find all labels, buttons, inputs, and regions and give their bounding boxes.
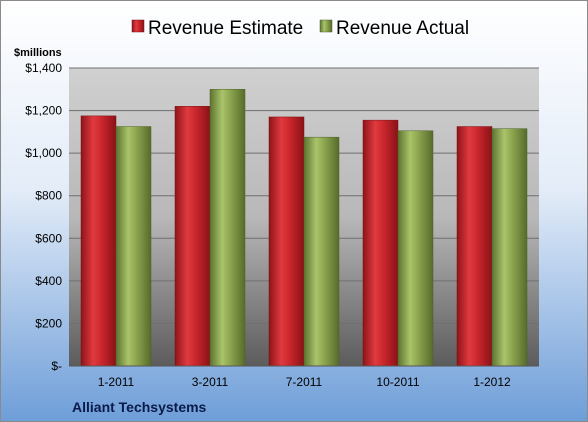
x-tick-label: 1-2012 xyxy=(473,375,511,389)
x-axis-ticks: 1-2011 3-2011 7-2011 10-2011 1-2012 xyxy=(98,375,511,389)
legend-swatch-actual xyxy=(319,19,333,33)
legend-label-estimate: Revenue Estimate xyxy=(148,18,303,39)
x-tick-label: 3-2011 xyxy=(192,375,229,389)
y-tick-label: $200 xyxy=(35,316,62,330)
y-axis-unit-label: $millions xyxy=(14,47,62,59)
legend-swatch-estimate xyxy=(131,19,145,33)
x-tick-label: 7-2011 xyxy=(286,375,323,389)
legend-label-actual: Revenue Actual xyxy=(336,18,469,39)
bar-actual xyxy=(303,136,340,367)
x-tick-label: 10-2011 xyxy=(376,375,419,389)
bar-estimate xyxy=(268,116,305,367)
bar-estimate xyxy=(362,119,399,367)
company-name: Alliant Techsystems xyxy=(72,399,207,415)
y-tick-label: $- xyxy=(51,359,62,373)
x-tick-label: 1-2011 xyxy=(98,375,135,389)
legend: Revenue Estimate Revenue Actual xyxy=(131,18,469,39)
bar-estimate xyxy=(174,106,211,367)
bar-estimate xyxy=(80,115,117,367)
y-tick-label: $800 xyxy=(35,189,62,203)
bar-actual xyxy=(491,128,528,367)
y-tick-label: $600 xyxy=(35,231,62,245)
y-tick-label: $1,000 xyxy=(25,146,62,160)
y-tick-label: $1,200 xyxy=(25,104,62,118)
bar-estimate xyxy=(456,126,493,367)
bar-actual xyxy=(209,89,246,367)
bars xyxy=(80,89,528,367)
bar-actual xyxy=(397,130,434,367)
bar-actual xyxy=(115,126,152,367)
y-axis-ticks: $- $200 $400 $600 $800 $1,000 $1,200 $1,400 xyxy=(25,61,62,373)
y-tick-label: $1,400 xyxy=(25,61,62,75)
y-tick-label: $400 xyxy=(35,274,62,288)
